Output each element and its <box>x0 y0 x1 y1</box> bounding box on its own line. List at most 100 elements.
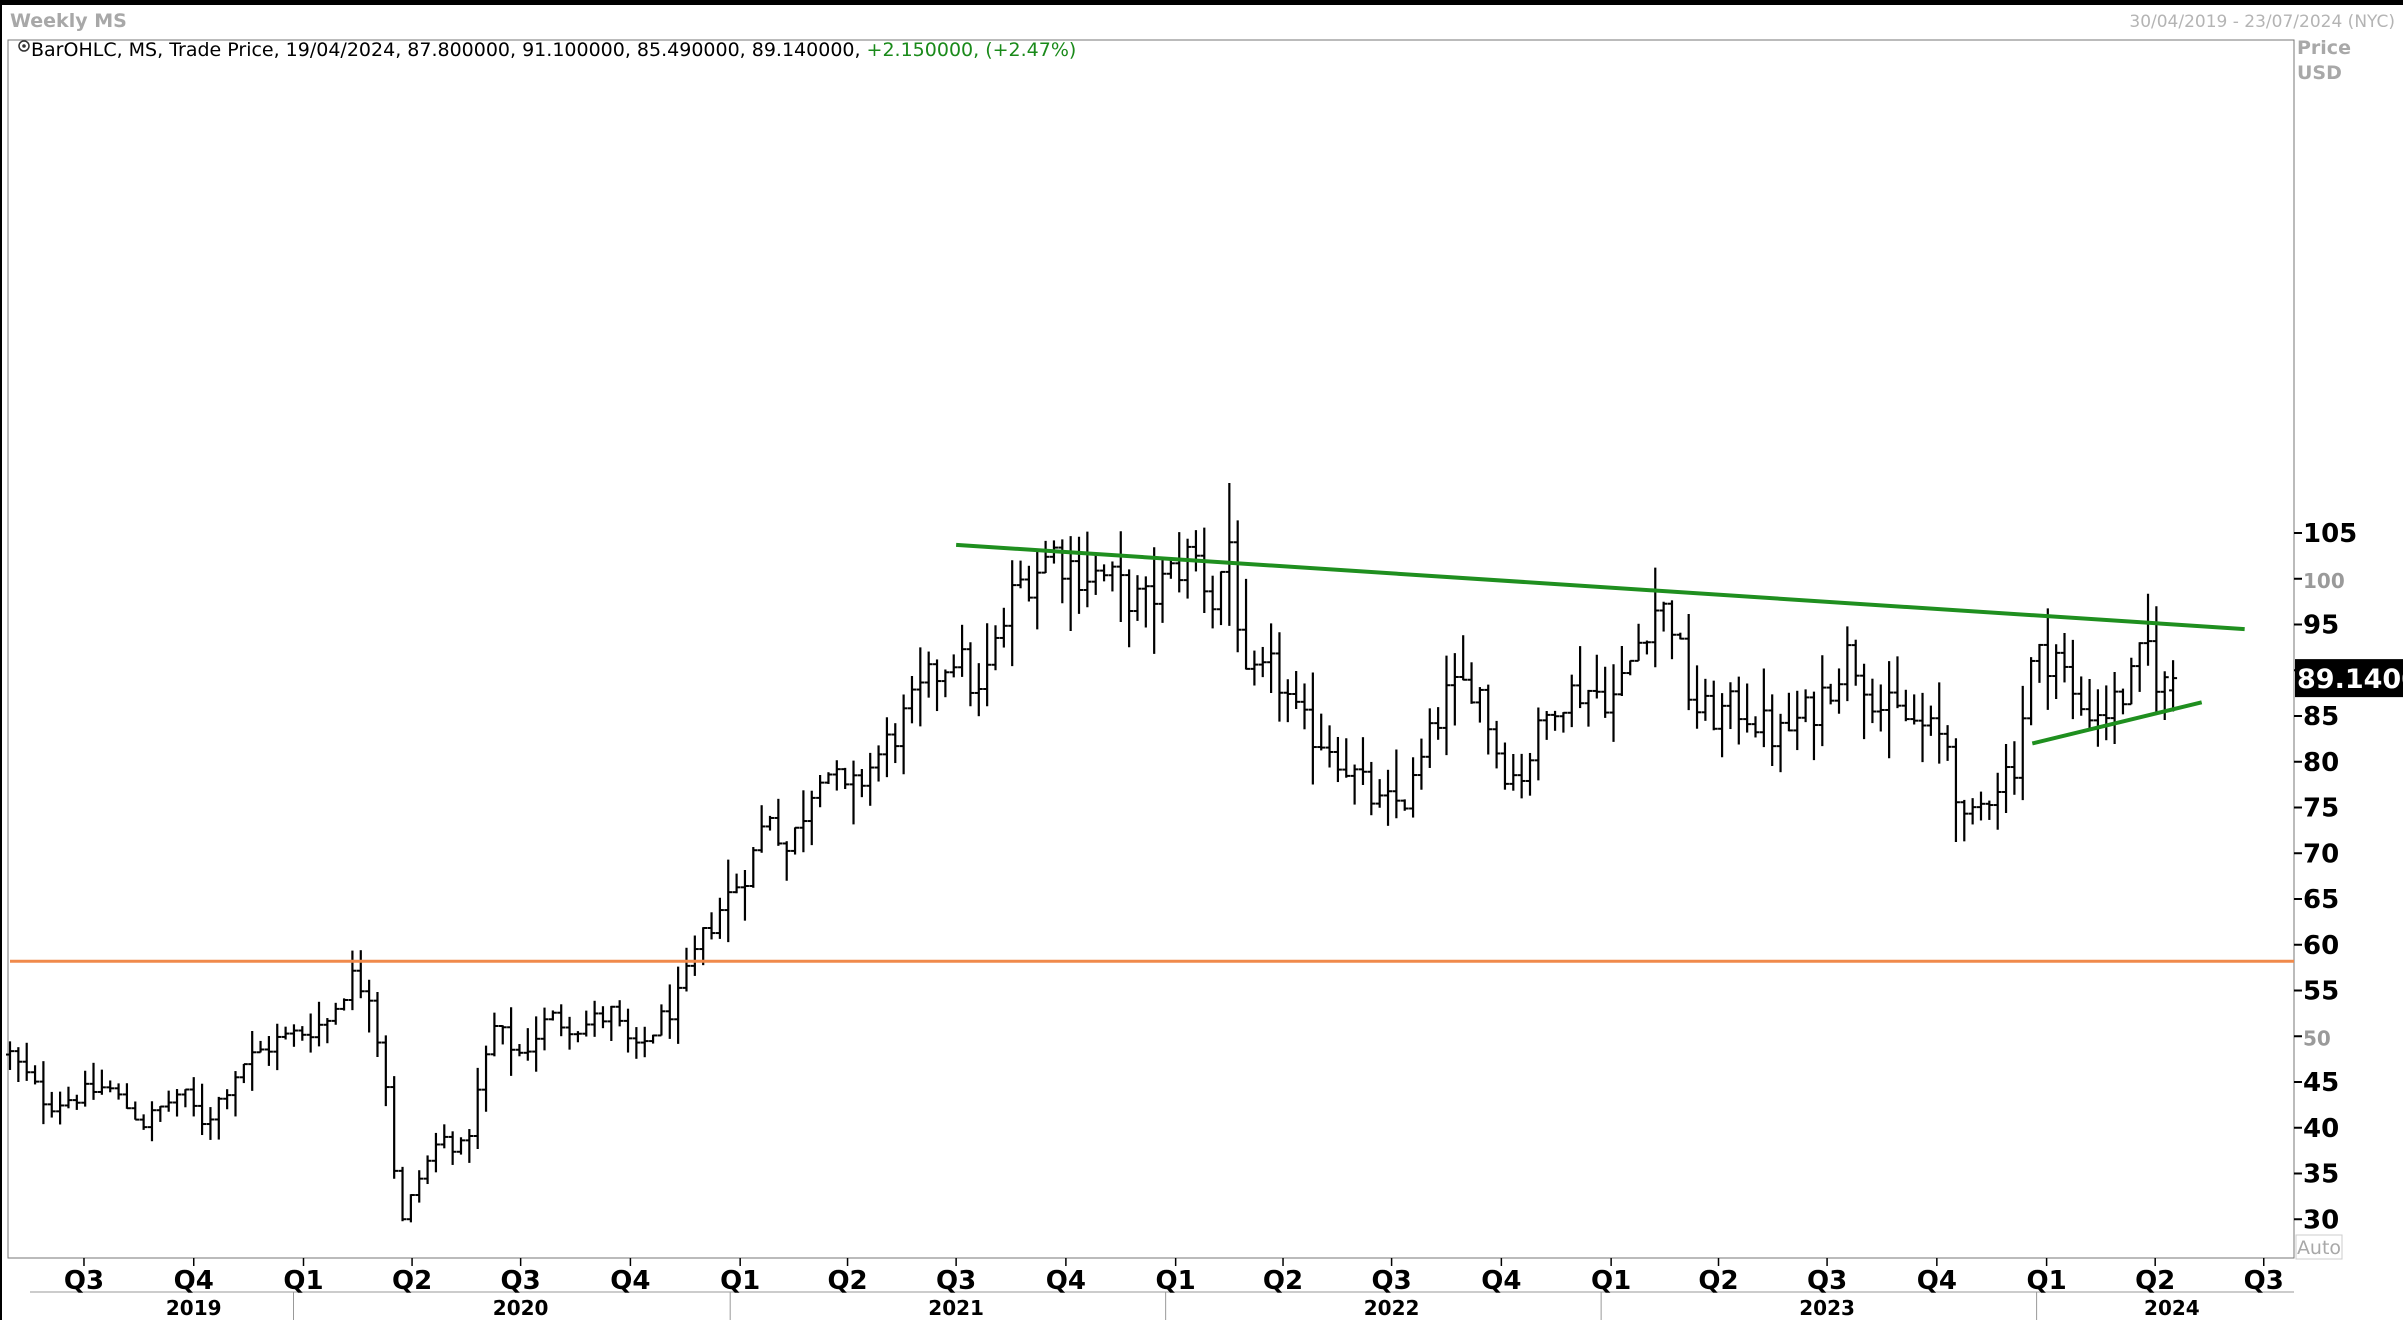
ohlc-bar <box>1993 772 2002 830</box>
ohlc-bar <box>573 1031 582 1043</box>
y-tick-label: 65 <box>2303 885 2339 915</box>
ohlc-bar <box>1434 707 1443 740</box>
ohlc-bar <box>1509 753 1518 791</box>
ohlc-bar <box>1083 531 1092 608</box>
ohlc-bar <box>1267 623 1276 694</box>
y-tick-label: 40 <box>2303 1114 2339 1144</box>
ohlc-bar <box>173 1089 182 1117</box>
ohlc-bar <box>306 1013 315 1053</box>
ohlc-bar <box>1567 674 1576 728</box>
ohlc-bar <box>139 1114 148 1130</box>
ohlc-bar <box>164 1090 173 1112</box>
ohlc-bar <box>398 1166 407 1222</box>
ohlc-bar <box>1317 713 1326 751</box>
ohlc-bar <box>2052 644 2061 700</box>
ohlc-bar <box>1642 640 1651 655</box>
ohlc-bar <box>298 1026 307 1041</box>
ohlc-bar <box>1442 655 1451 756</box>
ohlc-bar <box>991 625 1000 671</box>
ohlc-bar <box>1726 682 1735 730</box>
ohlc-bar <box>97 1069 106 1095</box>
ohlc-bar <box>1860 663 1869 740</box>
ohlc-bar <box>1016 560 1025 589</box>
x-tick-label: Q4 <box>174 1266 214 1296</box>
ohlc-bar <box>983 623 992 707</box>
y-tick-label: 80 <box>2303 748 2339 778</box>
ohlc-bar <box>1024 565 1033 602</box>
ohlc-bar <box>866 752 875 806</box>
ohlc-bar <box>1417 738 1426 790</box>
ohlc-bar <box>239 1063 248 1084</box>
ohlc-bar <box>891 723 900 764</box>
ohlc-bar <box>415 1170 424 1203</box>
ohlc-bar <box>1601 666 1610 718</box>
ohlc-bar <box>1676 632 1685 640</box>
ohlc-bar <box>1333 736 1342 783</box>
ohlc-bar <box>1100 564 1109 582</box>
ohlc-bar <box>1651 567 1660 668</box>
ohlc-bar <box>2035 643 2044 683</box>
info-line: BarOHLC, MS, Trade Price, 19/04/2024, 87… <box>18 39 1076 61</box>
ohlc-bar <box>331 1002 340 1025</box>
y-tick-label: 45 <box>2303 1068 2339 1098</box>
x-tick-label: Q1 <box>1591 1266 1631 1296</box>
ohlc-bar <box>1141 576 1150 628</box>
ohlc-bar <box>1526 752 1534 796</box>
ohlc-bars <box>6 483 2178 1223</box>
ohlc-bar <box>2010 741 2019 795</box>
y-tick-label: 60 <box>2303 931 2339 961</box>
ohlc-bar <box>1709 680 1718 731</box>
ohlc-bar <box>264 1036 273 1066</box>
ohlc-bar <box>682 947 691 992</box>
ohlc-bar <box>114 1083 123 1100</box>
ohlc-bar <box>941 669 950 698</box>
ohlc-bar <box>1701 678 1710 721</box>
ohlc-bar <box>456 1137 465 1155</box>
ohlc-bar <box>1876 684 1885 732</box>
ohlc-bar <box>507 1007 516 1076</box>
ohlc-bar <box>231 1071 240 1117</box>
ohlc-bar <box>607 1005 616 1041</box>
ohlc-bar <box>774 798 783 846</box>
ohlc-bar <box>1467 662 1476 704</box>
ohlc-bar <box>482 1045 491 1112</box>
ohlc-bar <box>1242 578 1251 670</box>
ohlc-bar <box>523 1028 532 1061</box>
ohlc-bar <box>1893 656 1902 709</box>
x-tick-label: Q1 <box>720 1266 760 1296</box>
ohlc-bar <box>1985 800 1994 820</box>
ohlc-bar <box>849 760 858 825</box>
ohlc-bar <box>281 1026 290 1040</box>
auto-scale-button[interactable] <box>2295 1234 2343 1260</box>
ohlc-bar <box>1033 549 1042 630</box>
ohlc-bar <box>1400 799 1409 811</box>
ohlc-bar <box>2043 608 2052 710</box>
ohlc-bar <box>1283 679 1292 723</box>
ohlc-bar <box>1200 527 1209 614</box>
y-tick-label: 70 <box>2303 839 2339 869</box>
ohlc-bar <box>1158 556 1167 623</box>
ohlc-bar <box>1475 687 1484 723</box>
year-label: 2019 <box>166 1296 222 1320</box>
ohlc-bar <box>373 992 382 1058</box>
ohlc-bar <box>39 1061 48 1125</box>
ohlc-bar <box>1500 742 1509 790</box>
ohlc-bar <box>1292 671 1301 710</box>
x-tick-label: Q2 <box>1263 1266 1303 1296</box>
ohlc-bar <box>1375 779 1384 808</box>
ohlc-bar <box>1868 678 1877 724</box>
y-axis-ticks: 30 35 40 45 50 55 60 65 70 75 80 85 95 100 105 <box>2294 519 2357 1235</box>
ohlc-bar <box>1534 707 1543 781</box>
ohlc-bar <box>2169 660 2178 712</box>
ohlc-bar <box>1626 659 1635 676</box>
ohlc-bar <box>1592 654 1601 699</box>
x-tick-label: Q1 <box>2027 1266 2067 1296</box>
ohlc-bar <box>131 1101 140 1121</box>
ohlc-bar <box>1108 561 1117 592</box>
year-label: 2024 <box>2144 1296 2200 1320</box>
drawn-lines <box>10 542 2294 963</box>
x-tick-label: Q3 <box>501 1266 541 1296</box>
ohlc-bar <box>1951 738 1960 843</box>
ohlc-bar <box>1659 601 1668 632</box>
ohlc-bar <box>1392 749 1401 819</box>
